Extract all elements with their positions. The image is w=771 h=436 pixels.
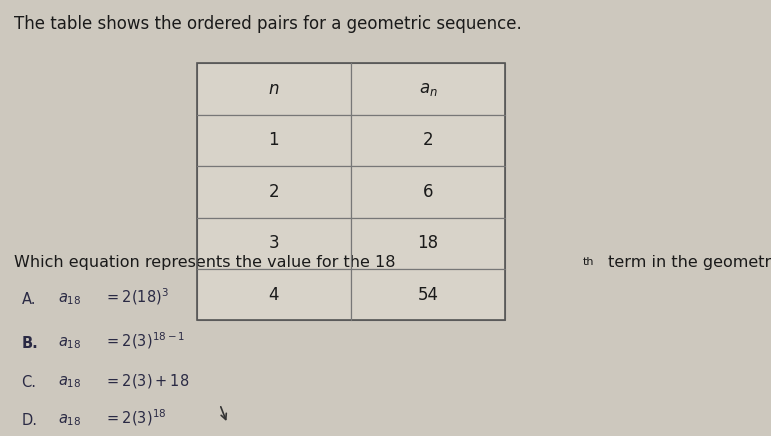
Text: 4: 4 (268, 286, 279, 304)
FancyBboxPatch shape (351, 115, 505, 166)
Text: $= 2(18)^3$: $= 2(18)^3$ (104, 287, 169, 307)
Text: 6: 6 (423, 183, 433, 201)
FancyBboxPatch shape (351, 166, 505, 218)
Text: $= 2(3) + 18$: $= 2(3) + 18$ (104, 372, 190, 390)
FancyBboxPatch shape (351, 63, 505, 115)
Text: $n$: $n$ (268, 80, 279, 98)
FancyBboxPatch shape (351, 269, 505, 320)
Text: 2: 2 (268, 183, 279, 201)
Text: The table shows the ordered pairs for a geometric sequence.: The table shows the ordered pairs for a … (14, 15, 522, 33)
FancyBboxPatch shape (351, 218, 505, 269)
Text: C.: C. (22, 375, 36, 390)
Text: $a_{18}$: $a_{18}$ (58, 412, 81, 428)
Text: 54: 54 (417, 286, 439, 304)
Text: $a_n$: $a_n$ (419, 80, 437, 98)
FancyBboxPatch shape (197, 115, 351, 166)
FancyBboxPatch shape (197, 218, 351, 269)
FancyBboxPatch shape (197, 269, 351, 320)
Text: $a_{18}$: $a_{18}$ (58, 375, 81, 390)
Text: 18: 18 (417, 234, 439, 252)
Text: $a_{18}$: $a_{18}$ (58, 292, 81, 307)
Text: B.: B. (22, 336, 39, 351)
Text: 1: 1 (268, 131, 279, 150)
Text: D.: D. (22, 413, 38, 428)
Text: th: th (583, 257, 594, 267)
Text: $a_{18}$: $a_{18}$ (58, 335, 81, 351)
Text: $= 2(3)^{18-1}$: $= 2(3)^{18-1}$ (104, 330, 185, 351)
Text: A.: A. (22, 293, 36, 307)
FancyBboxPatch shape (197, 166, 351, 218)
Text: 3: 3 (268, 234, 279, 252)
Text: Which equation represents the value for the 18: Which equation represents the value for … (14, 255, 396, 270)
Text: 2: 2 (423, 131, 433, 150)
Text: $= 2(3)^{18}$: $= 2(3)^{18}$ (104, 408, 167, 428)
Text: term in the geometric sequence?: term in the geometric sequence? (603, 255, 771, 270)
FancyBboxPatch shape (197, 63, 351, 115)
